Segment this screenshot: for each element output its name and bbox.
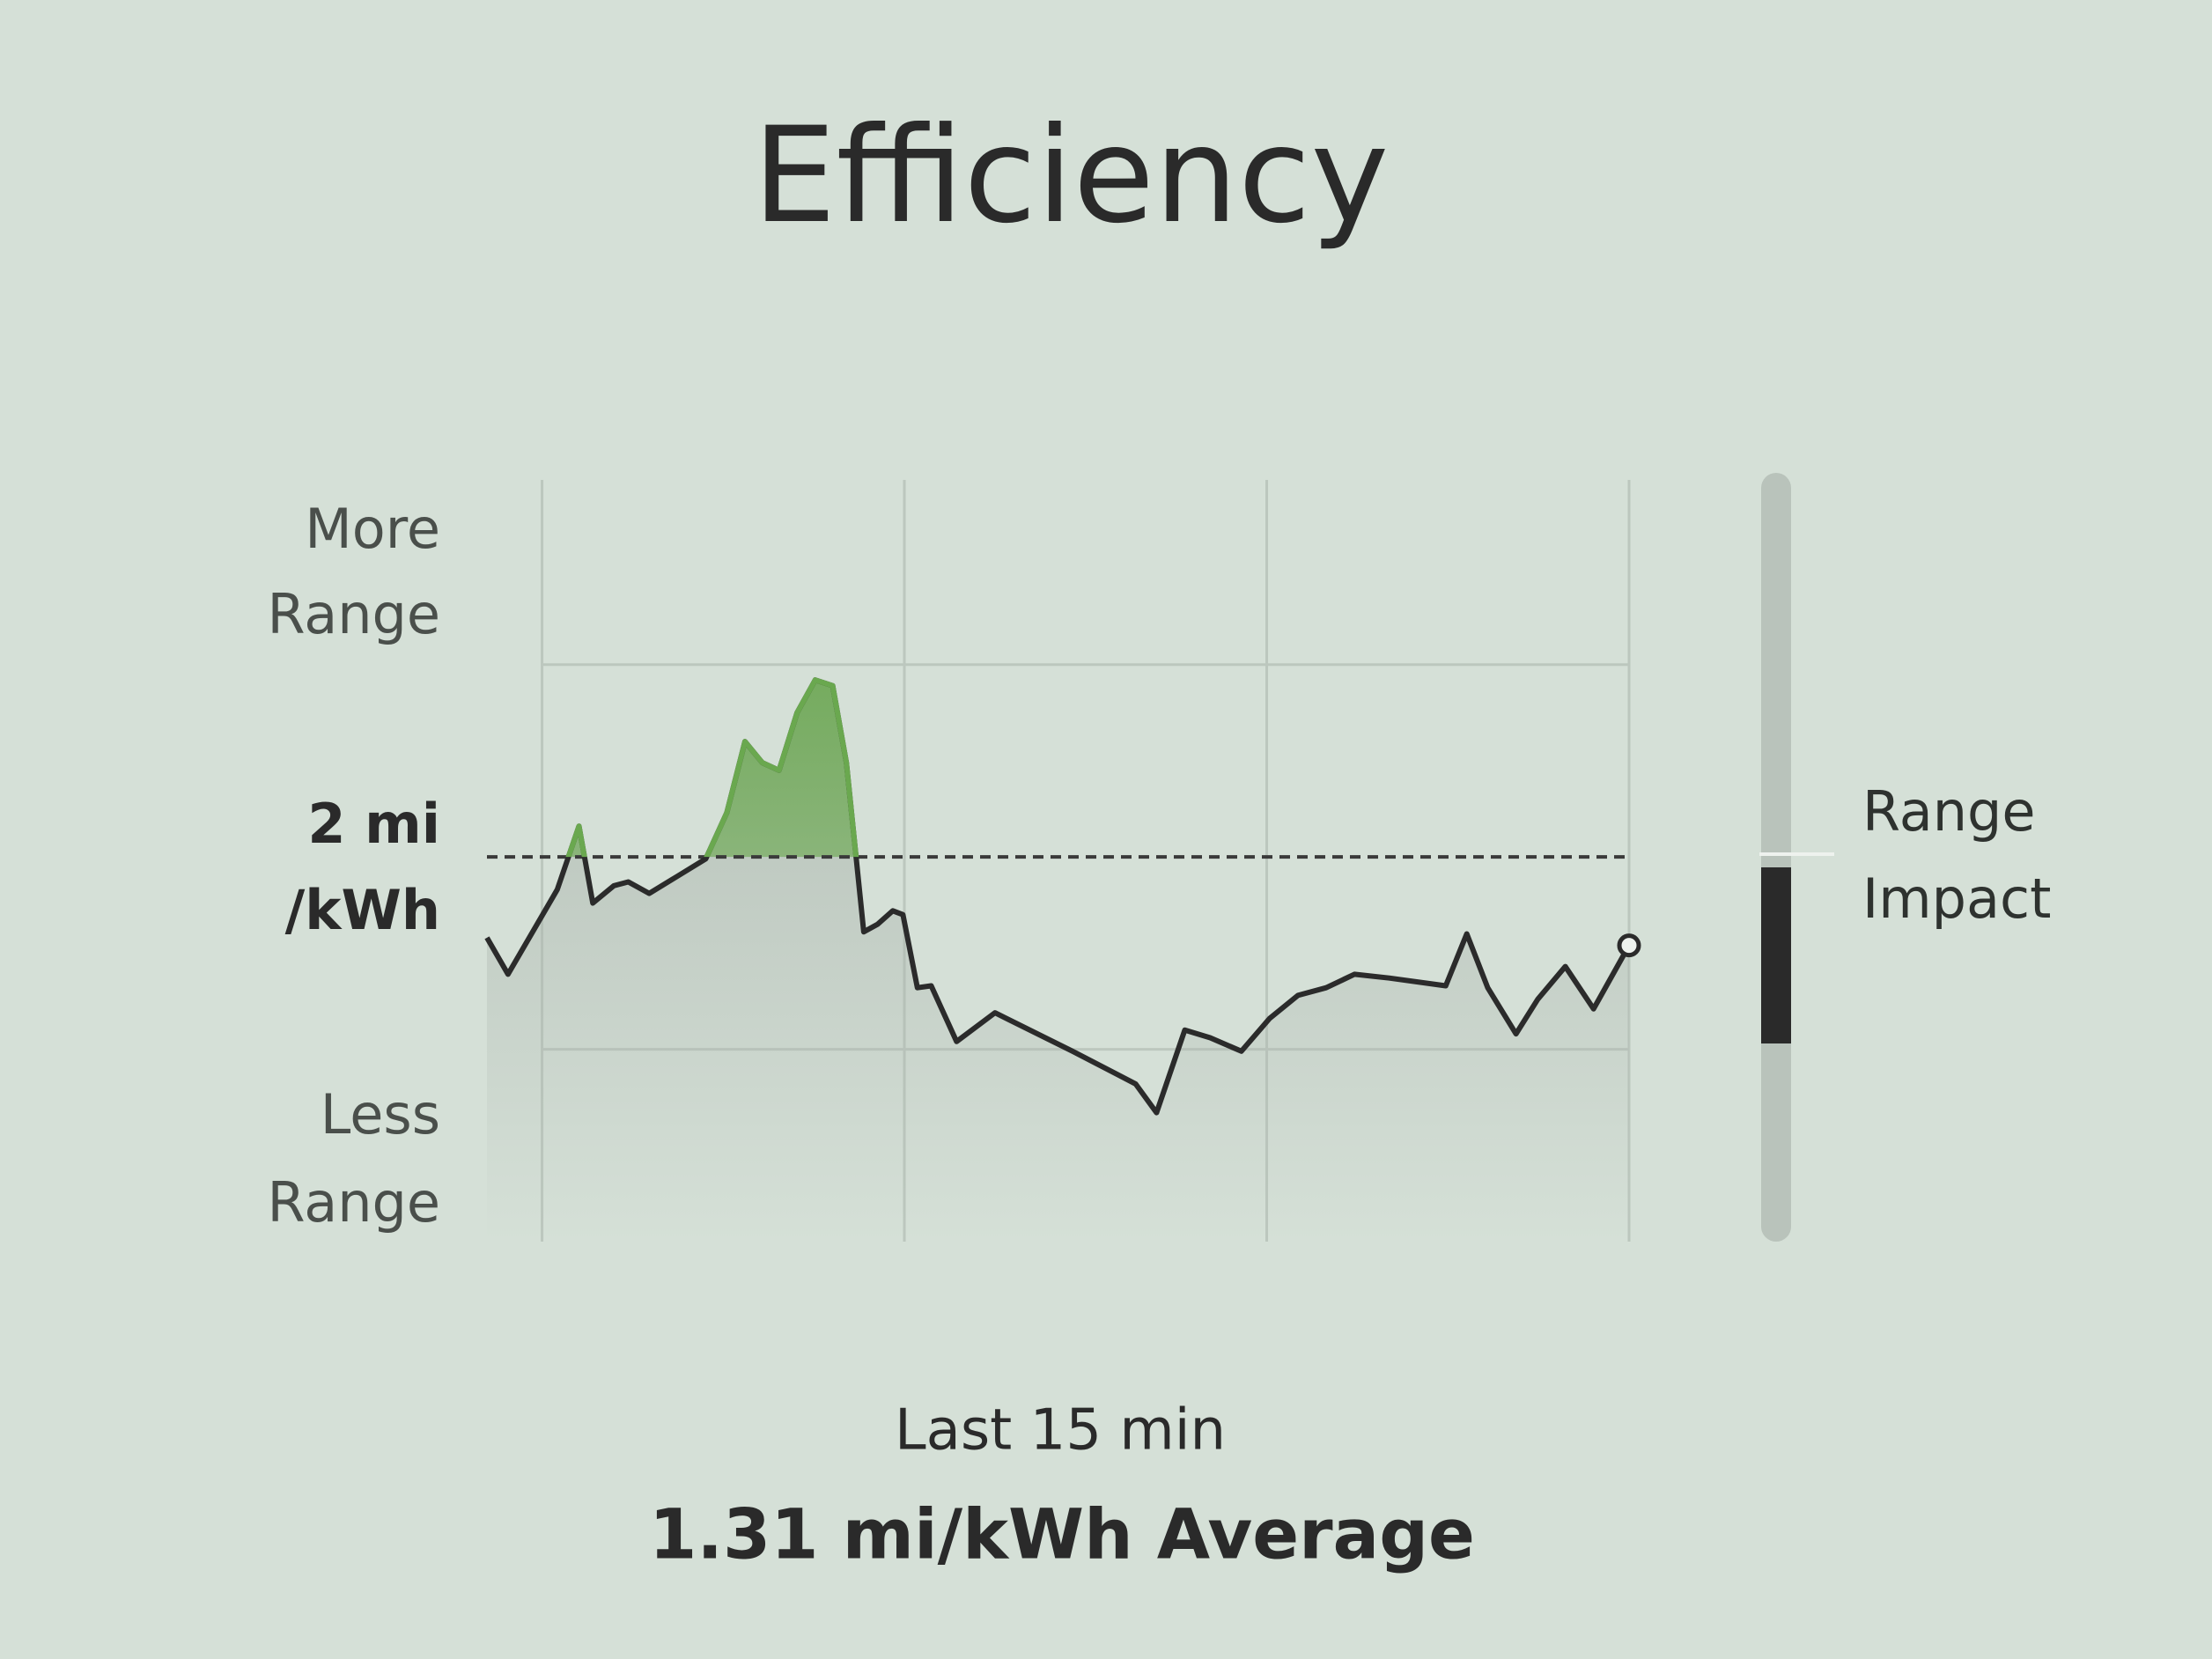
current-point [1617, 933, 1641, 958]
y-axis-label: Less [321, 1082, 440, 1147]
area-above [568, 680, 857, 858]
range-impact-label: Range [1862, 779, 2036, 844]
range-impact-bar [1761, 867, 1791, 1043]
y-axis-label: Range [267, 582, 440, 646]
reference-label: 2 mi [307, 792, 440, 856]
range-impact-label: Impact [1862, 866, 2051, 931]
time-window: Last 15 min [895, 1398, 1226, 1464]
efficiency-line [484, 677, 1632, 1116]
range-impact-gauge [1761, 473, 1791, 1242]
y-axis-label: Range [267, 1170, 440, 1235]
average: 1.31 mi/kWh Average [649, 1495, 1475, 1574]
y-axis-label: More [305, 497, 440, 561]
reference-label: /kWh [285, 878, 440, 942]
title: Efficiency [753, 100, 1390, 253]
